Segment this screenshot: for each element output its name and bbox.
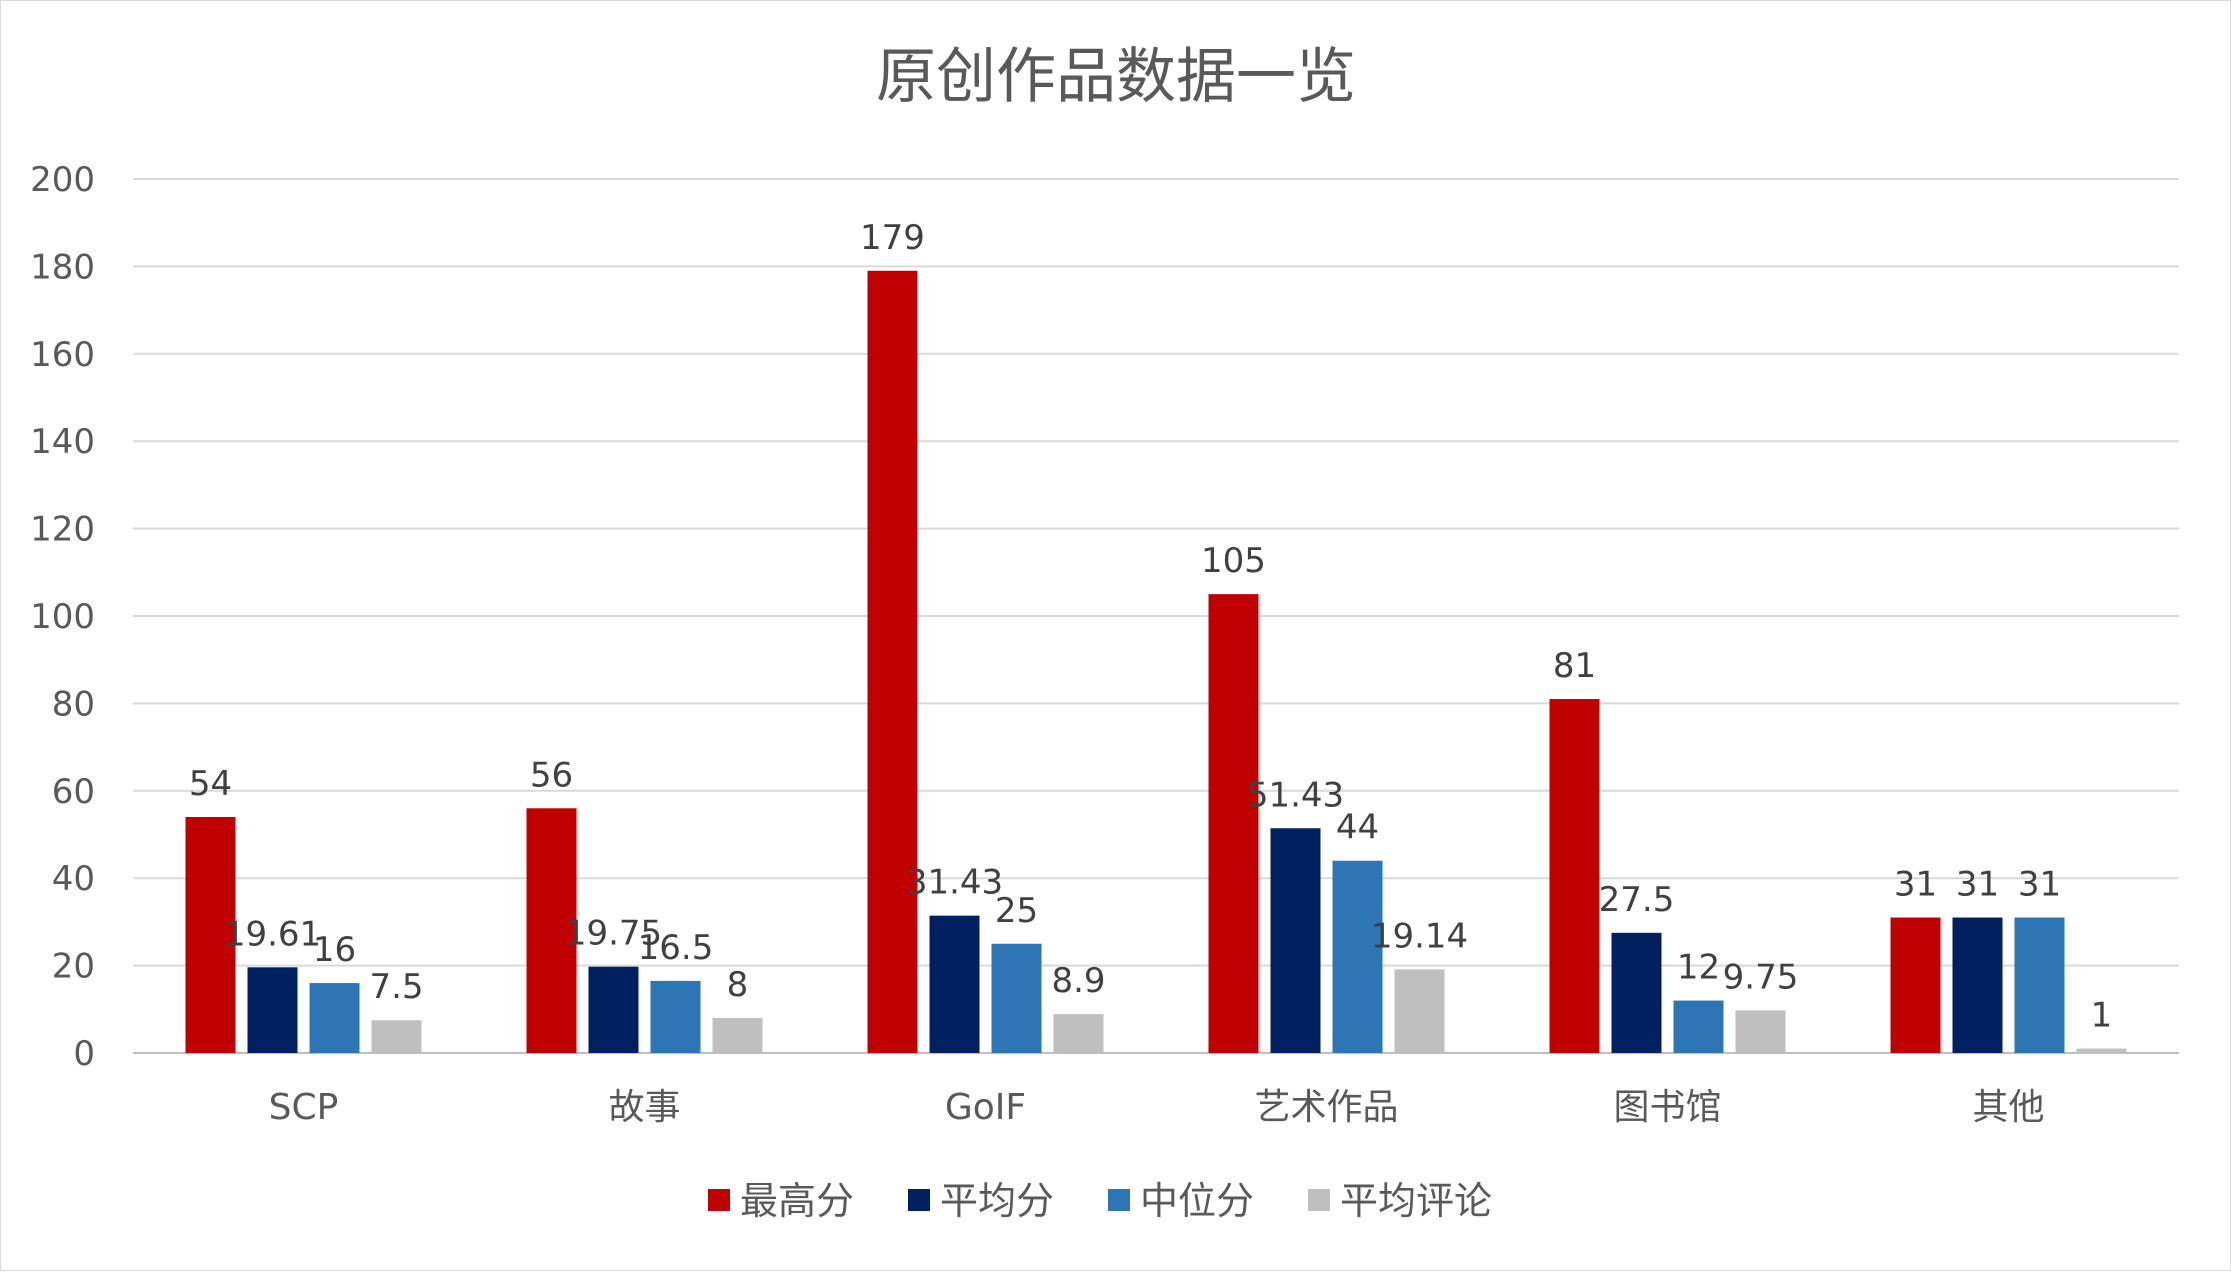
y-tick-label: 120 <box>30 510 95 550</box>
bar <box>1394 969 1445 1053</box>
bar <box>1890 917 1941 1053</box>
chart-title: 原创作品数据一览 <box>876 42 1356 112</box>
data-label: 31 <box>1956 865 1999 905</box>
bar <box>1673 1000 1724 1053</box>
data-label: 19.14 <box>1371 916 1468 956</box>
data-label: 16 <box>313 930 356 970</box>
legend-label: 最高分 <box>740 1179 854 1223</box>
y-tick-label: 0 <box>73 1034 95 1074</box>
gridlines <box>133 178 2179 1054</box>
data-label: 19.61 <box>224 914 321 954</box>
legend-swatch <box>1308 1189 1330 1211</box>
data-label: 54 <box>189 764 232 804</box>
data-label: 27.5 <box>1599 880 1675 920</box>
data-label: 31.43 <box>906 863 1003 903</box>
bar <box>1332 860 1383 1053</box>
data-label: 31 <box>2018 865 2061 905</box>
bar <box>991 943 1042 1053</box>
data-label: 81 <box>1553 646 1596 686</box>
data-label: 12 <box>1677 948 1720 988</box>
bar <box>2076 1048 2127 1053</box>
bar <box>526 808 577 1053</box>
data-label: 9.75 <box>1723 957 1799 997</box>
bar <box>650 980 701 1053</box>
y-tick-label: 80 <box>52 684 95 724</box>
y-tick-label: 200 <box>30 160 95 200</box>
bar <box>712 1018 763 1053</box>
y-axis-ticks: 0 20 40 60 80 100 120 140 160 180 200 <box>30 160 95 1074</box>
legend-label: 平均分 <box>940 1179 1054 1223</box>
data-label: 7.5 <box>369 967 423 1007</box>
legend-label: 中位分 <box>1140 1179 1254 1223</box>
bar <box>2014 917 2065 1053</box>
x-category-label: 故事 <box>608 1087 680 1128</box>
x-category-label: 图书馆 <box>1613 1087 1721 1128</box>
bar <box>1270 828 1321 1053</box>
data-label: 105 <box>1201 541 1266 581</box>
bar <box>929 915 980 1053</box>
data-label: 19.75 <box>565 914 662 954</box>
bar <box>309 983 360 1053</box>
bars <box>185 270 2127 1053</box>
bar <box>247 967 298 1053</box>
bar <box>1735 1010 1786 1053</box>
data-label: 31 <box>1894 865 1937 905</box>
legend-label: 平均评论 <box>1340 1179 1492 1223</box>
y-tick-label: 140 <box>30 422 95 462</box>
y-tick-label: 160 <box>30 335 95 375</box>
y-tick-label: 60 <box>52 772 95 812</box>
legend-swatch <box>908 1189 930 1211</box>
legend-swatch <box>708 1189 730 1211</box>
bar <box>867 270 918 1053</box>
x-axis-categories: SCP 故事 GoIF 艺术作品 图书馆 其他 <box>269 1087 2045 1128</box>
bar <box>1549 699 1600 1053</box>
data-label: 51.43 <box>1247 775 1344 815</box>
data-label: 8 <box>727 965 749 1005</box>
x-category-label: SCP <box>269 1087 339 1128</box>
data-label: 16.5 <box>638 928 714 968</box>
y-tick-label: 180 <box>30 247 95 287</box>
legend: 最高分 平均分 中位分 平均评论 <box>708 1179 1492 1223</box>
data-label: 8.9 <box>1051 961 1105 1001</box>
bar <box>1952 917 2003 1053</box>
data-label: 179 <box>860 218 925 258</box>
data-label: 25 <box>995 891 1038 931</box>
y-tick-label: 100 <box>30 597 95 637</box>
legend-swatch <box>1108 1189 1130 1211</box>
x-category-label: 其他 <box>1972 1087 2044 1128</box>
x-category-label: GoIF <box>945 1087 1026 1128</box>
y-tick-label: 40 <box>52 859 95 899</box>
data-labels: 5419.61167.55619.7516.5817931.43258.9105… <box>189 218 2112 1036</box>
bar <box>1053 1014 1104 1053</box>
y-tick-label: 20 <box>52 947 95 987</box>
bar <box>1611 932 1662 1053</box>
bar <box>1208 594 1259 1053</box>
bar <box>588 966 639 1053</box>
bar <box>371 1020 422 1053</box>
data-label: 1 <box>2091 996 2113 1036</box>
data-label: 56 <box>530 755 573 795</box>
data-label: 44 <box>1336 808 1379 848</box>
bar <box>185 817 236 1053</box>
x-category-label: 艺术作品 <box>1254 1087 1398 1128</box>
